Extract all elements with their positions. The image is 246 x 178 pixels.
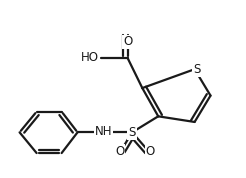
Text: S: S [128,126,136,139]
Text: HO: HO [81,51,99,64]
Text: NH: NH [95,125,112,138]
Text: O: O [115,145,124,158]
Text: O: O [123,35,132,48]
Text: O: O [146,145,155,158]
Text: S: S [193,63,200,76]
